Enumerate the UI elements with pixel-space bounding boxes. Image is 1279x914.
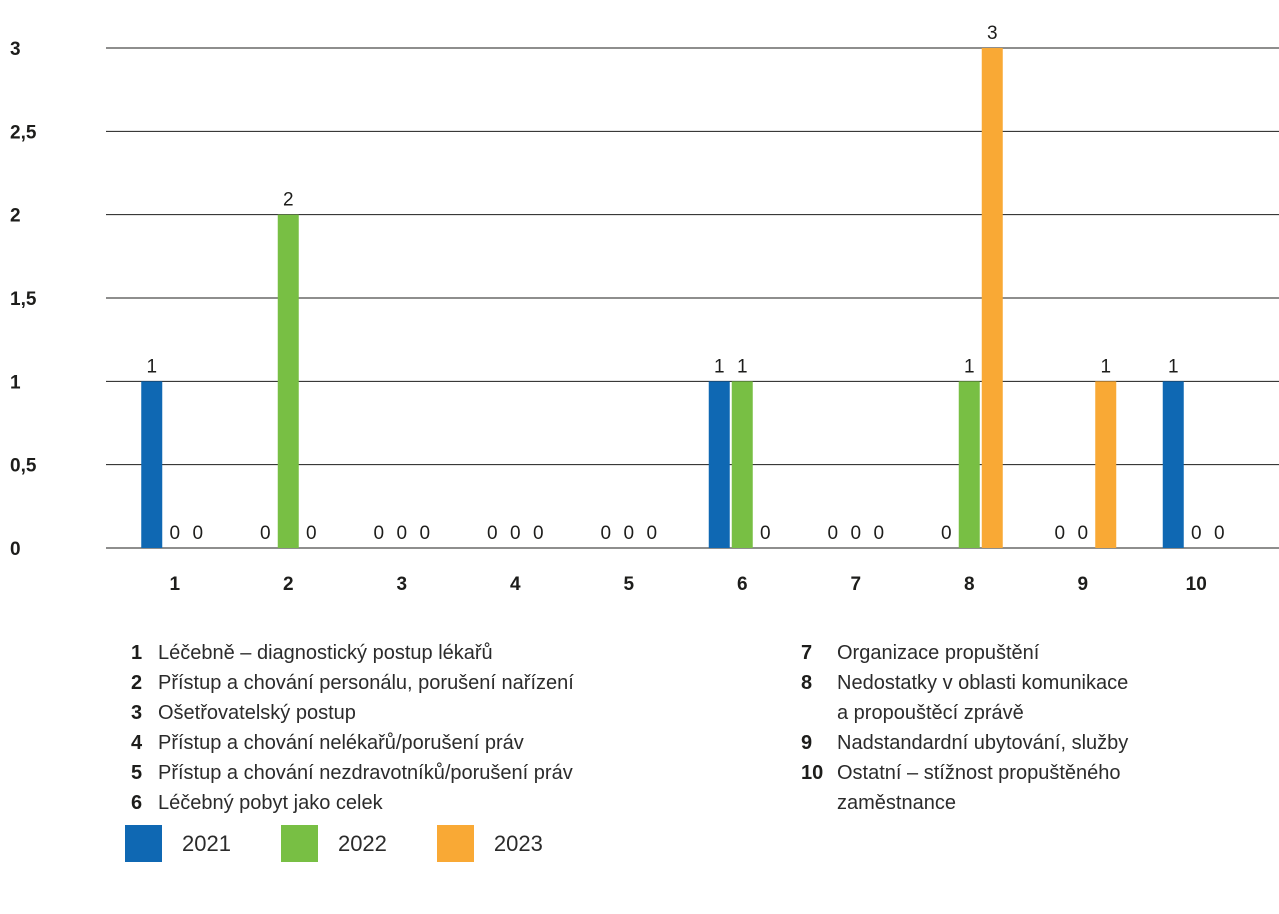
category-description: Přístup a chování nelékařů/porušení práv bbox=[158, 732, 524, 754]
legend-swatch bbox=[125, 825, 162, 862]
data-label: 0 bbox=[419, 523, 430, 544]
category-number: 7 bbox=[801, 642, 813, 664]
data-label: 2 bbox=[283, 190, 294, 211]
data-label: 0 bbox=[941, 523, 952, 544]
x-tick-label: 3 bbox=[396, 574, 407, 595]
category-description: Nadstandardní ubytování, služby bbox=[837, 732, 1129, 754]
legend-label: 2021 bbox=[182, 830, 231, 856]
x-tick-label: 1 bbox=[169, 574, 180, 595]
data-label: 1 bbox=[964, 356, 975, 377]
bar-2021 bbox=[708, 381, 730, 548]
bar-2022 bbox=[958, 381, 980, 548]
bar-2022 bbox=[277, 214, 299, 548]
category-number: 5 bbox=[131, 762, 143, 784]
category-description: Přístup a chování nezdravotníků/porušení… bbox=[158, 762, 573, 784]
category-number: 8 bbox=[801, 672, 813, 694]
legend-entry-2023: 2023 bbox=[436, 825, 543, 862]
x-tick-label: 5 bbox=[623, 574, 634, 595]
category-number: 4 bbox=[131, 732, 143, 754]
y-tick-label: 0,5 bbox=[10, 456, 37, 477]
category-number: 9 bbox=[801, 732, 813, 754]
data-label: 3 bbox=[987, 23, 998, 44]
data-label: 0 bbox=[1077, 523, 1088, 544]
x-tick-label: 4 bbox=[510, 574, 521, 595]
series-legend: 2021 2022 2023 bbox=[125, 825, 593, 862]
data-label: 1 bbox=[146, 356, 157, 377]
y-tick-label: 1,5 bbox=[10, 289, 37, 310]
data-label: 1 bbox=[714, 356, 725, 377]
category-legend-item: 7 Organizace propuštění bbox=[801, 638, 1128, 668]
y-tick-label: 2,5 bbox=[10, 122, 37, 143]
x-tick-label: 6 bbox=[737, 574, 748, 595]
x-tick-label: 10 bbox=[1186, 574, 1207, 595]
category-legend-item: 2 Přístup a chování personálu, porušení … bbox=[131, 668, 574, 698]
legend-label: 2023 bbox=[493, 830, 543, 856]
category-number: 6 bbox=[131, 792, 143, 814]
data-label: 0 bbox=[623, 523, 634, 544]
legend-swatch bbox=[436, 825, 474, 862]
data-label: 0 bbox=[873, 523, 884, 544]
data-label: 1 bbox=[1168, 356, 1179, 377]
data-label: 0 bbox=[192, 523, 203, 544]
category-legend-item: 4 Přístup a chování nelékařů/porušení pr… bbox=[131, 728, 574, 758]
category-description: Přístup a chování personálu, porušení na… bbox=[158, 672, 574, 694]
x-tick-label: 2 bbox=[283, 574, 294, 595]
category-description: Ošetřovatelský postup bbox=[158, 702, 356, 724]
bar-2021 bbox=[1162, 381, 1184, 548]
legend-swatch bbox=[280, 825, 318, 862]
y-tick-label: 1 bbox=[10, 372, 21, 393]
x-tick-label: 8 bbox=[964, 574, 975, 595]
data-label: 0 bbox=[260, 523, 271, 544]
data-label: 0 bbox=[533, 523, 544, 544]
data-label: 0 bbox=[600, 523, 611, 544]
category-legend-item: 10 Ostatní – stížnost propuštěného zaměs… bbox=[801, 758, 1128, 818]
category-description: Léčebný pobyt jako celek bbox=[158, 792, 383, 814]
category-number: 3 bbox=[131, 702, 143, 724]
x-tick-label: 9 bbox=[1077, 574, 1088, 595]
y-tick-label: 3 bbox=[10, 39, 21, 60]
data-label: 1 bbox=[737, 356, 748, 377]
x-tick-label: 7 bbox=[850, 574, 861, 595]
category-legend-left: 1 Léčebně – diagnostický postup lékařů 2… bbox=[131, 638, 574, 818]
data-label: 0 bbox=[827, 523, 838, 544]
data-label: 0 bbox=[1191, 523, 1202, 544]
bar-2023 bbox=[981, 48, 1003, 548]
data-label: 0 bbox=[760, 523, 771, 544]
y-tick-label: 2 bbox=[10, 206, 21, 227]
bar-2023 bbox=[1095, 381, 1117, 548]
y-tick-label: 0 bbox=[10, 539, 21, 560]
data-label: 0 bbox=[646, 523, 657, 544]
category-number: 1 bbox=[131, 642, 143, 664]
category-description: Ostatní – stížnost propuštěného zaměstna… bbox=[837, 762, 1121, 814]
data-label: 0 bbox=[373, 523, 384, 544]
bar-2021 bbox=[141, 381, 163, 548]
category-legend-right: 7 Organizace propuštění 8 Nedostatky v o… bbox=[801, 638, 1128, 818]
data-label: 1 bbox=[1100, 356, 1111, 377]
category-number: 2 bbox=[131, 672, 143, 694]
category-description: Organizace propuštění bbox=[837, 642, 1040, 664]
category-description: Nedostatky v oblasti komunikace a propou… bbox=[837, 672, 1129, 724]
category-description: Léčebně – diagnostický postup lékařů bbox=[158, 642, 493, 664]
category-legend-item: 9 Nadstandardní ubytování, služby bbox=[801, 728, 1128, 758]
bar-2022 bbox=[731, 381, 753, 548]
legend-entry-2022: 2022 bbox=[280, 825, 387, 862]
category-legend-item: 5 Přístup a chování nezdravotníků/poruše… bbox=[131, 758, 574, 788]
category-legend-item: 3 Ošetřovatelský postup bbox=[131, 698, 574, 728]
data-label: 0 bbox=[1054, 523, 1065, 544]
data-label: 0 bbox=[169, 523, 180, 544]
legend-label: 2022 bbox=[337, 830, 387, 856]
data-label: 0 bbox=[1214, 523, 1225, 544]
category-legend-item: 1 Léčebně – diagnostický postup lékařů bbox=[131, 638, 574, 668]
data-label: 0 bbox=[487, 523, 498, 544]
category-legend-item: 6 Léčebný pobyt jako celek bbox=[131, 788, 574, 818]
data-label: 0 bbox=[510, 523, 521, 544]
category-number: 10 bbox=[801, 762, 824, 784]
data-label: 0 bbox=[306, 523, 317, 544]
data-label: 0 bbox=[396, 523, 407, 544]
data-label: 0 bbox=[850, 523, 861, 544]
legend-entry-2021: 2021 bbox=[125, 825, 231, 862]
category-legend-item: 8 Nedostatky v oblasti komunikace a prop… bbox=[801, 668, 1128, 728]
